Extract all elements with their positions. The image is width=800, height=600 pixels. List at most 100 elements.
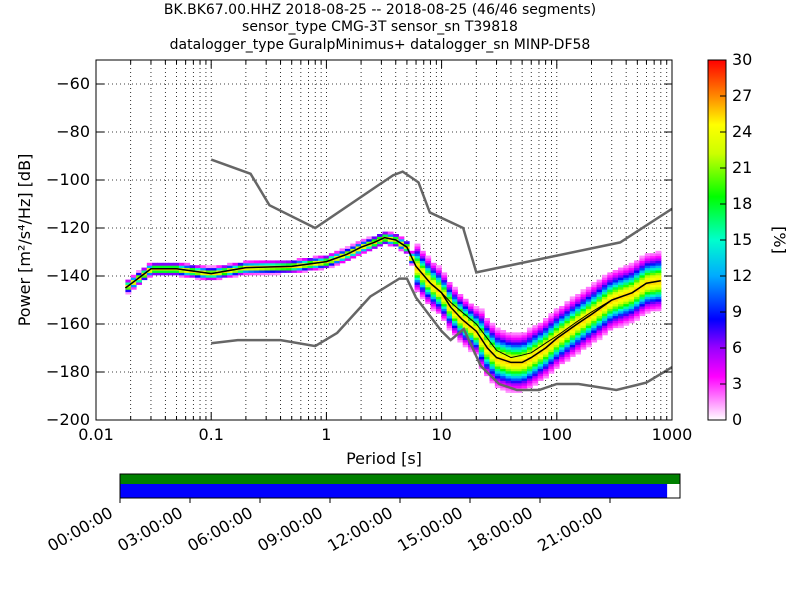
heatmap-cell <box>430 265 437 269</box>
heatmap-cell <box>387 241 394 245</box>
heatmap-cell <box>398 243 405 247</box>
heatmap-cell <box>505 370 512 374</box>
heatmap-cell <box>178 270 185 273</box>
heatmap-cell <box>591 301 598 305</box>
heatmap-cell <box>526 363 533 367</box>
heatmap-cell <box>644 294 651 297</box>
heatmap-cell <box>232 265 239 269</box>
heatmap-cell <box>580 296 587 300</box>
heatmap-cell <box>286 270 292 273</box>
heatmap-cell <box>575 349 582 353</box>
timeline-tick-label: 15:00:00 <box>394 503 466 555</box>
heatmap-cell <box>580 344 587 348</box>
heatmap-cell <box>639 260 646 264</box>
heatmap-cell <box>505 344 512 348</box>
heatmap-cell <box>537 356 544 360</box>
heatmap-cell <box>585 291 592 295</box>
heatmap-cell <box>553 332 560 336</box>
heatmap-cell <box>655 253 662 257</box>
heatmap-cell <box>537 342 544 345</box>
heatmap-cell <box>575 313 582 317</box>
heatmap-cell <box>435 308 442 312</box>
heatmap-cell <box>569 344 576 348</box>
heatmap-cell <box>280 267 287 271</box>
heatmap-cell <box>468 308 474 312</box>
heatmap-cell <box>580 308 587 312</box>
heatmap-cell <box>227 262 233 266</box>
heatmap-cell <box>585 320 592 324</box>
heatmap-cell <box>564 344 571 348</box>
heatmap-cell <box>478 332 485 336</box>
heatmap-cell <box>639 303 646 307</box>
heatmap-cell <box>184 272 191 276</box>
heatmap-cell <box>516 368 523 372</box>
noise-model-nlnm <box>211 277 672 392</box>
heatmap-cell <box>548 327 555 331</box>
heatmap-cell <box>414 248 421 252</box>
heatmap-cell <box>532 332 539 336</box>
heatmap-cell <box>580 289 587 293</box>
heatmap-cell <box>489 334 496 338</box>
heatmap-cell <box>516 366 523 369</box>
heatmap-cell <box>655 289 662 293</box>
heatmap-cell <box>639 296 646 300</box>
heatmap-cell <box>484 363 490 367</box>
heatmap-cell <box>398 238 405 242</box>
heatmap-cell <box>452 306 458 309</box>
heatmap-cell <box>548 325 555 329</box>
heatmap-cell <box>468 332 474 336</box>
heatmap-cell <box>425 274 432 278</box>
heatmap-cell <box>532 378 539 381</box>
heatmap-cell <box>601 294 608 297</box>
heatmap-cell <box>457 339 464 343</box>
heatmap-cell <box>360 241 367 245</box>
heatmap-cell <box>569 337 576 341</box>
heatmap-cell <box>607 315 614 319</box>
heatmap-cell <box>591 296 598 300</box>
heatmap-cell <box>457 322 464 326</box>
heatmap-cell <box>462 303 469 307</box>
heatmap-cell <box>484 351 490 355</box>
heatmap-cell <box>510 378 517 381</box>
heatmap-cell <box>152 270 159 273</box>
colorbar-tick-label: 12 <box>732 266 752 285</box>
heatmap-cell <box>452 330 458 333</box>
heatmap-cell <box>419 277 426 281</box>
heatmap-cell <box>435 291 442 295</box>
heatmap-cell <box>634 260 640 264</box>
heatmap-cell <box>532 373 539 377</box>
heatmap-cell <box>543 363 549 367</box>
heatmap-cell <box>489 327 496 331</box>
heatmap-cell <box>521 368 528 372</box>
heatmap-cell <box>612 313 619 317</box>
heatmap-cell <box>505 356 512 360</box>
heatmap-cell <box>607 277 614 281</box>
heatmap-cell <box>628 310 635 314</box>
heatmap-cell <box>596 337 603 341</box>
heatmap-cell <box>628 265 635 269</box>
heatmap-cell <box>548 344 555 348</box>
heatmap-cell <box>425 270 432 273</box>
heatmap-cell <box>516 344 523 348</box>
heatmap-cell <box>559 344 565 348</box>
heatmap-cell <box>650 262 656 266</box>
heatmap-cell <box>452 325 458 329</box>
heatmap-cell <box>623 308 630 312</box>
heatmap-cell <box>136 272 142 276</box>
heatmap-cell <box>478 351 485 355</box>
heatmap-cell <box>591 339 598 343</box>
heatmap-cell <box>591 298 598 302</box>
heatmap-cell <box>484 332 490 336</box>
heatmap-cell <box>468 334 474 338</box>
heatmap-cell <box>618 313 624 317</box>
heatmap-cell <box>559 315 565 319</box>
psd-coverage-bar <box>120 484 668 498</box>
heatmap-cell <box>601 315 608 319</box>
heatmap-cell <box>510 354 517 357</box>
heatmap-cell <box>360 238 367 242</box>
heatmap-cell <box>575 294 582 297</box>
heatmap-cell <box>585 303 592 307</box>
heatmap-cell <box>644 258 651 261</box>
heatmap-cell <box>419 260 426 264</box>
heatmap-cell <box>243 270 250 273</box>
